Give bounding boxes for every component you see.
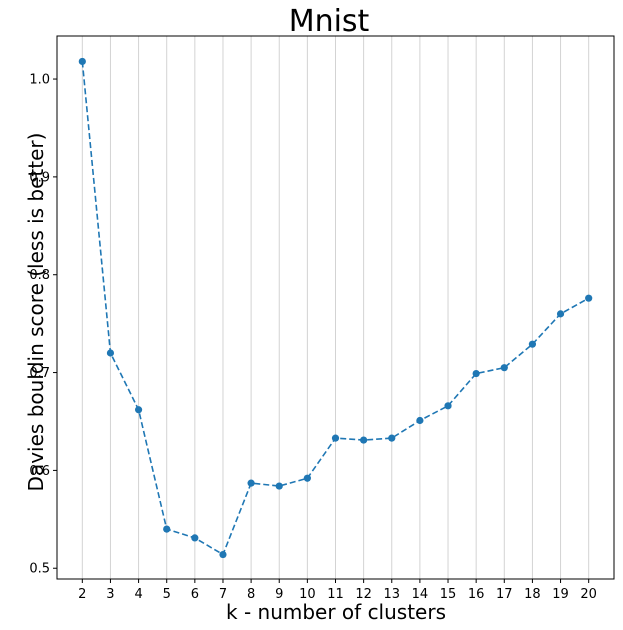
data-point	[134, 406, 143, 414]
x-tick-label: 4	[134, 587, 142, 602]
x-tick-label: 11	[327, 587, 344, 602]
grid-lines	[81, 36, 590, 579]
data-point	[472, 369, 480, 378]
series-layer	[78, 57, 593, 559]
data-point	[556, 310, 565, 318]
x-tick-label: 6	[191, 587, 199, 602]
x-tick-label: 12	[355, 587, 372, 602]
data-point	[106, 349, 115, 357]
x-axis-label: k - number of clusters	[226, 600, 446, 624]
x-tick-label: 14	[412, 587, 429, 602]
data-point	[416, 416, 424, 425]
x-tick-label: 5	[163, 587, 171, 602]
data-point	[388, 434, 396, 442]
data-point	[585, 294, 593, 302]
data-point	[331, 434, 340, 442]
y-tick-label: 0.9	[29, 170, 50, 185]
y-tick-label: 1.0	[29, 73, 50, 88]
x-tick-label: 8	[247, 587, 255, 602]
data-point	[163, 525, 171, 533]
y-axis: 0.5 0.6 0.7 0.8 0.9 1.0	[29, 73, 57, 577]
chart-title: Mnist	[289, 4, 370, 39]
data-point	[528, 340, 537, 348]
x-axis: 2 3 4 5 6 7 8 9 10 11 12 13 14 15 16 17 18 19 20	[78, 579, 597, 602]
x-tick-label: 7	[219, 587, 227, 602]
data-point	[219, 550, 227, 559]
data-point	[78, 57, 86, 66]
x-tick-label: 17	[496, 587, 513, 602]
data-point	[275, 482, 283, 490]
x-tick-label: 10	[299, 587, 316, 602]
data-point	[303, 474, 311, 482]
y-tick-label: 0.7	[29, 366, 50, 381]
data-point	[191, 534, 199, 542]
x-tick-label: 15	[440, 587, 457, 602]
data-point	[247, 479, 255, 487]
data-point	[500, 364, 508, 372]
y-tick-label: 0.6	[29, 464, 50, 479]
y-tick-label: 0.5	[29, 562, 50, 577]
y-tick-label: 0.8	[29, 268, 50, 283]
y-axis-label: Davies bouldin score (less is better)	[24, 133, 48, 492]
x-tick-label: 13	[383, 587, 400, 602]
x-tick-label: 2	[78, 587, 86, 602]
data-point	[444, 402, 452, 410]
x-tick-label: 16	[468, 587, 485, 602]
x-tick-label: 20	[580, 587, 597, 602]
x-tick-label: 3	[106, 587, 114, 602]
x-tick-label: 9	[275, 587, 283, 602]
x-tick-label: 19	[552, 587, 569, 602]
x-tick-label: 18	[524, 587, 541, 602]
data-point	[360, 436, 368, 444]
